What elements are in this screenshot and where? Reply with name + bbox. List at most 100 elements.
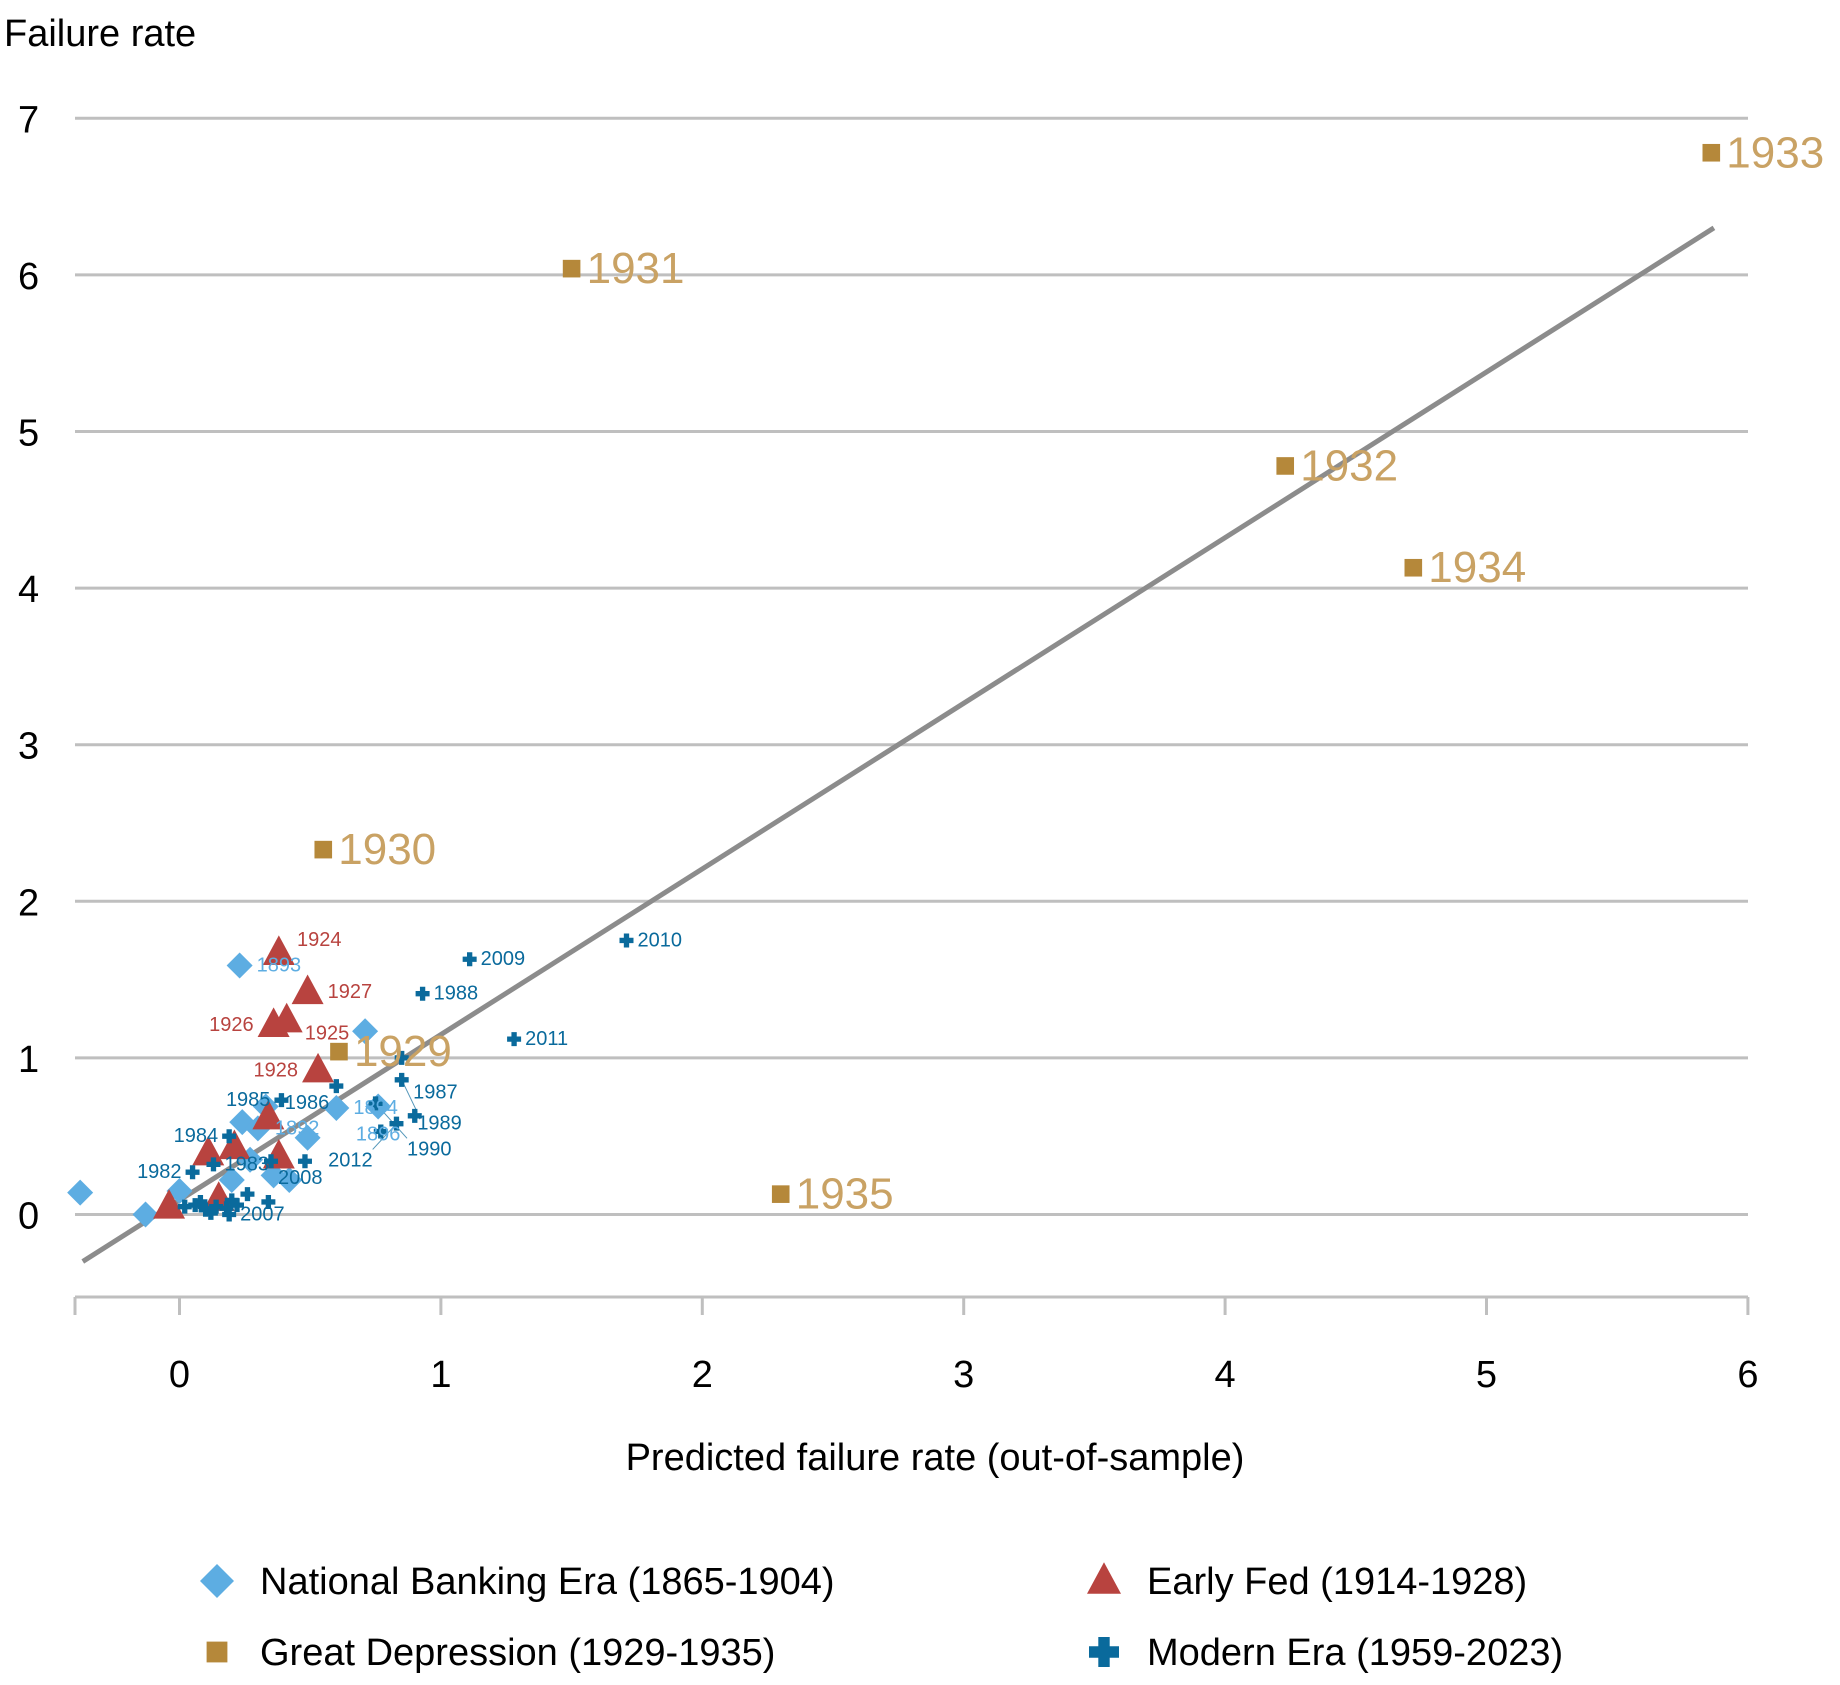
- point-label: 1896: [356, 1123, 401, 1145]
- x-tick-label: 0: [169, 1354, 190, 1396]
- diamond-marker: [323, 1095, 350, 1122]
- triangle-marker: [257, 1007, 290, 1038]
- point-label: 2008: [278, 1167, 323, 1189]
- y-tick-label: 1: [18, 1039, 39, 1081]
- point-label: 1925: [305, 1022, 350, 1044]
- plus-marker: [198, 1202, 213, 1217]
- x-tick-label: 6: [1737, 1354, 1758, 1396]
- plus-marker: [193, 1194, 208, 1209]
- legend: National Banking Era (1865-1904) Early Fe…: [200, 1561, 1563, 1674]
- plus-marker: [206, 1157, 221, 1172]
- point-label: 1985: [226, 1089, 270, 1111]
- plus-marker: [368, 1096, 383, 1111]
- point-label: 1933: [1726, 128, 1824, 177]
- y-tick-label: 5: [18, 413, 39, 455]
- plus-marker: [274, 1093, 289, 1108]
- legend-item: Great Depression (1929-1935): [206, 1632, 775, 1674]
- point-label: 1928: [254, 1059, 298, 1081]
- x-tick-label: 2: [692, 1354, 713, 1396]
- x-tick-label: 3: [953, 1354, 974, 1396]
- plus-marker: [261, 1194, 276, 1209]
- point-label: 1987: [413, 1081, 458, 1103]
- diamond-marker: [294, 1124, 321, 1151]
- point-labels: 1929 1930 1931 1932 1933 1934 1935 1893 1894 1896…: [137, 128, 1824, 1225]
- plus-marker: [394, 1072, 409, 1087]
- point-label: 1932: [1300, 441, 1398, 490]
- y-tick-label: 6: [18, 256, 39, 298]
- square-marker: [206, 1641, 228, 1663]
- point-label: 1984: [174, 1125, 219, 1147]
- point-label: 2009: [481, 948, 526, 970]
- plus-marker: [394, 1050, 409, 1065]
- diamond-marker: [352, 1018, 379, 1045]
- legend-item: Modern Era (1959-2023): [1089, 1632, 1563, 1674]
- series-3: [177, 933, 634, 1222]
- data-points: [67, 143, 1721, 1228]
- point-label: 1926: [209, 1014, 254, 1036]
- plus-marker: [224, 1193, 239, 1208]
- square-marker: [330, 1042, 348, 1061]
- diamond-marker: [276, 1167, 303, 1194]
- triangle-marker: [291, 974, 324, 1005]
- point-label: 1935: [796, 1170, 894, 1219]
- plus-marker: [507, 1032, 522, 1047]
- point-label: 1990: [407, 1138, 452, 1160]
- plus-marker: [415, 986, 430, 1001]
- plus-marker: [230, 1198, 245, 1213]
- axes: 0 1 2 3 4 5 6 7 0 1 2 3 4 5 6: [18, 99, 1758, 1396]
- point-label: 2007: [240, 1204, 285, 1226]
- plus-marker: [219, 1201, 234, 1216]
- point-label: 1894: [353, 1097, 398, 1119]
- plus-marker: [188, 1198, 203, 1213]
- plus-marker: [263, 1154, 278, 1169]
- x-tick-label: 1: [430, 1354, 451, 1396]
- plus-marker: [373, 1124, 388, 1139]
- point-label: 1934: [1428, 543, 1526, 592]
- triangle-marker: [252, 1099, 285, 1130]
- point-label: 1982: [137, 1161, 182, 1183]
- plus-marker: [389, 1116, 404, 1131]
- plus-marker: [297, 1154, 312, 1169]
- point-label: 1989: [417, 1112, 462, 1134]
- plus-marker: [209, 1199, 224, 1214]
- plus-marker: [462, 952, 477, 967]
- legend-label: Modern Era (1959-2023): [1147, 1632, 1563, 1674]
- plus-marker: [619, 933, 634, 948]
- point-label: 1893: [257, 955, 302, 977]
- plus-marker: [329, 1079, 344, 1094]
- point-label: 1931: [587, 244, 685, 293]
- triangle-marker: [1087, 1562, 1121, 1594]
- triangle-marker: [192, 1135, 225, 1166]
- y-tick-label: 0: [18, 1196, 39, 1238]
- triangle-marker: [153, 1189, 186, 1219]
- diamond-marker: [132, 1201, 159, 1228]
- diamond-marker: [226, 952, 253, 979]
- diamond-marker: [200, 1564, 234, 1598]
- diamond-marker: [218, 1167, 245, 1194]
- square-marker: [314, 840, 333, 859]
- trend-line: [81, 225, 1716, 1264]
- square-marker: [1276, 457, 1295, 475]
- plus-marker: [203, 1205, 218, 1220]
- series-1: [153, 935, 335, 1219]
- label-leader-line: [372, 1123, 397, 1150]
- plus-marker: [240, 1187, 255, 1202]
- legend-item: Early Fed (1914-1928): [1087, 1561, 1527, 1603]
- y-tick-label: 2: [18, 882, 39, 924]
- y-axis-title: Failure rate: [4, 13, 196, 55]
- series-2: [314, 143, 1721, 1203]
- y-tick-label: 7: [18, 99, 39, 141]
- legend-label: National Banking Era (1865-1904): [260, 1561, 835, 1603]
- triangle-marker: [262, 935, 295, 965]
- gridlines: [75, 116, 1748, 1216]
- x-tick-label: 4: [1215, 1354, 1236, 1396]
- diamond-marker: [67, 1179, 94, 1206]
- plus-marker: [222, 1129, 237, 1144]
- point-label: 1924: [297, 929, 342, 951]
- legend-label: Early Fed (1914-1928): [1147, 1561, 1527, 1603]
- y-tick-label: 3: [18, 726, 39, 768]
- plus-marker: [177, 1199, 192, 1214]
- square-marker: [562, 259, 581, 278]
- plus-marker: [1089, 1637, 1120, 1668]
